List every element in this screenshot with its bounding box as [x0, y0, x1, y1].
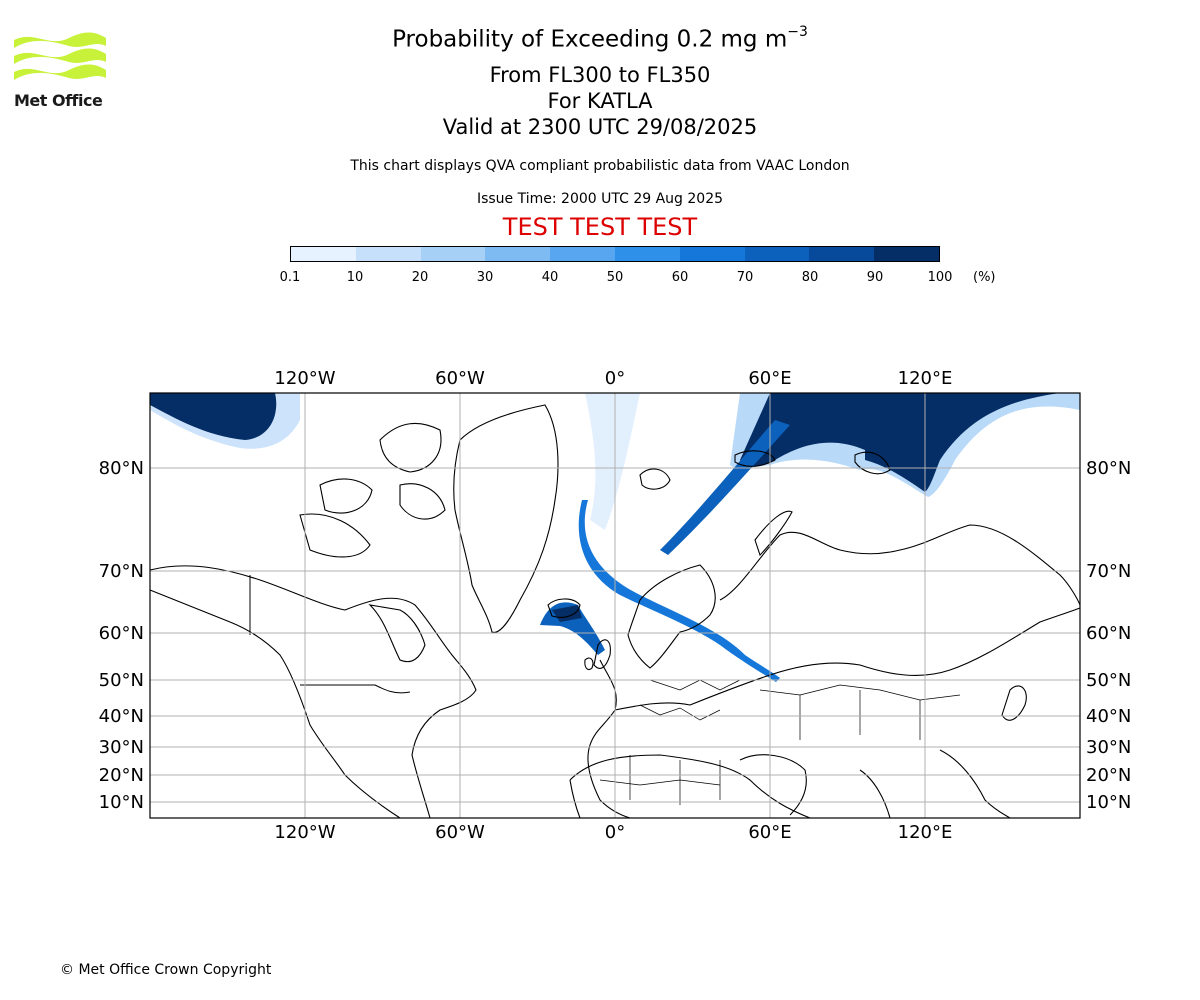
chart-title: Probability of Exceeding 0.2 mg m−3	[0, 24, 1200, 53]
colorbar-tick-label: 80	[801, 270, 819, 285]
longitude-label: 120°E	[898, 822, 953, 843]
latitude-label: 50°N	[1086, 670, 1131, 691]
colorbar-segment	[291, 247, 356, 261]
colorbar-tick-label: 50	[606, 270, 624, 285]
met-office-waves-icon	[14, 32, 106, 80]
met-office-logo	[14, 30, 109, 92]
longitude-labels-top: 120°W 60°W 0° 60°E 120°E	[274, 368, 952, 389]
colorbar	[290, 246, 940, 262]
longitude-labels-bottom: 120°W 60°W 0° 60°E 120°E	[274, 822, 952, 843]
coastlines	[149, 404, 1081, 819]
chart-title-exponent: −3	[787, 24, 808, 40]
latitude-label: 70°N	[1086, 561, 1131, 582]
longitude-label: 0°	[605, 822, 625, 843]
colorbar-segment	[679, 247, 745, 261]
map-frame	[149, 392, 1081, 819]
latitude-label: 10°N	[1086, 792, 1131, 813]
latitude-label: 60°N	[1086, 623, 1131, 644]
longitude-label: 120°W	[274, 368, 335, 389]
colorbar-segment	[420, 247, 486, 261]
flight-level-range: From FL300 to FL350	[489, 63, 711, 87]
colorbar-tick-label: 20	[411, 270, 429, 285]
colorbar-segment	[550, 247, 615, 261]
colorbar-tick-label: 70	[736, 270, 754, 285]
issue-time: Issue Time: 2000 UTC 29 Aug 2025	[476, 191, 724, 207]
colorbar-tick-label: 60	[671, 270, 689, 285]
colorbar-tick-label: 30	[476, 270, 494, 285]
colorbar-segment	[744, 247, 810, 261]
latitude-label: 80°N	[1086, 458, 1131, 479]
chart-title-text: Probability of Exceeding 0.2 mg m	[392, 26, 788, 53]
gridlines	[150, 393, 1080, 818]
colorbar-tick-label: 90	[866, 270, 884, 285]
colorbar-tick-label: 0.1	[279, 270, 301, 285]
info-text: This chart displays QVA compliant probab…	[350, 158, 850, 174]
latitude-labels-left: 80°N 70°N 60°N 50°N 40°N 30°N 20°N 10°N	[99, 458, 144, 813]
longitude-label: 120°W	[274, 822, 335, 843]
longitude-label: 60°W	[435, 368, 485, 389]
probability-shading	[150, 393, 1080, 682]
colorbar-segment	[485, 247, 551, 261]
volcano-name: For KATLA	[547, 89, 653, 113]
latitude-label: 30°N	[99, 737, 144, 758]
latitude-label: 20°N	[1086, 765, 1131, 786]
latitude-label: 20°N	[99, 765, 144, 786]
latitude-label: 40°N	[1086, 706, 1131, 727]
colorbar-tick-label: 100	[927, 270, 953, 285]
colorbar-segment	[614, 247, 680, 261]
latitude-label: 30°N	[1086, 737, 1131, 758]
longitude-label: 60°E	[748, 368, 791, 389]
colorbar-segment	[874, 247, 939, 261]
copyright-notice: © Met Office Crown Copyright	[60, 962, 272, 978]
latitude-label: 80°N	[99, 458, 144, 479]
colorbar-tick-label: 40	[541, 270, 559, 285]
latitude-label: 70°N	[99, 561, 144, 582]
latitude-label: 60°N	[99, 623, 144, 644]
latitude-labels-right: 80°N 70°N 60°N 50°N 40°N 30°N 20°N 10°N	[1086, 458, 1131, 813]
latitude-label: 10°N	[99, 792, 144, 813]
valid-time: Valid at 2300 UTC 29/08/2025	[442, 115, 758, 139]
latitude-label: 50°N	[99, 670, 144, 691]
longitude-label: 120°E	[898, 368, 953, 389]
longitude-label: 60°W	[435, 822, 485, 843]
met-office-wordmark: Met Office	[14, 91, 103, 110]
colorbar-segment	[355, 247, 421, 261]
test-banner: TEST TEST TEST	[502, 213, 698, 241]
country-borders	[599, 679, 961, 805]
colorbar-tick-label: 10	[346, 270, 364, 285]
probability-map: 120°W 60°W 0° 60°E 120°E 120°W 60°W 0° 60°E 120°…	[99, 368, 1132, 843]
longitude-label: 0°	[605, 368, 625, 389]
colorbar-unit: (%)	[973, 270, 996, 285]
longitude-label: 60°E	[748, 822, 791, 843]
colorbar-segment	[809, 247, 875, 261]
latitude-label: 40°N	[99, 706, 144, 727]
